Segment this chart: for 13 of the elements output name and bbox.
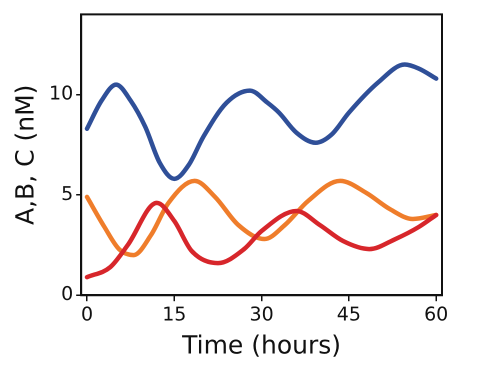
line-series <box>84 178 438 258</box>
x-tick-label: 15 <box>162 304 186 326</box>
x-tick-label: 45 <box>336 304 361 326</box>
y-tick-label: 5 <box>61 182 74 205</box>
line-series <box>84 200 438 280</box>
y-axis-title: A,B, C (nM) <box>10 84 40 226</box>
x-tick-label: 60 <box>424 304 448 326</box>
x-tick-label: 0 <box>80 304 94 326</box>
line-series <box>84 62 438 182</box>
y-tick-label: 10 <box>48 82 74 105</box>
y-tick-label: 0 <box>61 283 74 306</box>
x-axis-title: Time (hours) <box>181 330 342 360</box>
x-tick-label: 30 <box>249 304 274 326</box>
